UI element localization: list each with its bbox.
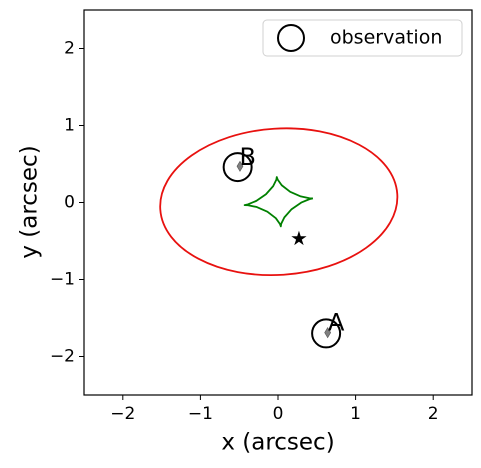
critical-curve [159, 127, 399, 277]
legend-box [262, 19, 463, 57]
annotation: B [240, 143, 256, 171]
caustic [243, 176, 314, 228]
image-marker [236, 160, 244, 172]
plot-frame [83, 9, 473, 396]
legend-label: observation [330, 27, 442, 49]
y-tick-label: −1 [50, 270, 75, 290]
annotation: A [328, 308, 345, 336]
legend-marker [277, 24, 305, 52]
y-tick-label: 2 [64, 39, 75, 59]
x-tick-label: 0 [273, 404, 284, 424]
observation-marker [222, 152, 253, 183]
y-tick-label: 1 [64, 116, 75, 136]
source-marker [291, 230, 307, 246]
x-axis-label: x (arcsec) [221, 430, 334, 456]
x-tick-label: 1 [350, 404, 361, 424]
observation-marker [311, 318, 342, 349]
y-tick-label: 0 [64, 193, 75, 213]
x-tick-label: −2 [110, 404, 135, 424]
x-tick-label: −1 [188, 404, 213, 424]
x-tick-label: 2 [428, 404, 439, 424]
image-marker [324, 327, 332, 339]
y-axis-label: y (arcsec) [17, 145, 43, 258]
y-tick-label: −2 [50, 347, 75, 367]
